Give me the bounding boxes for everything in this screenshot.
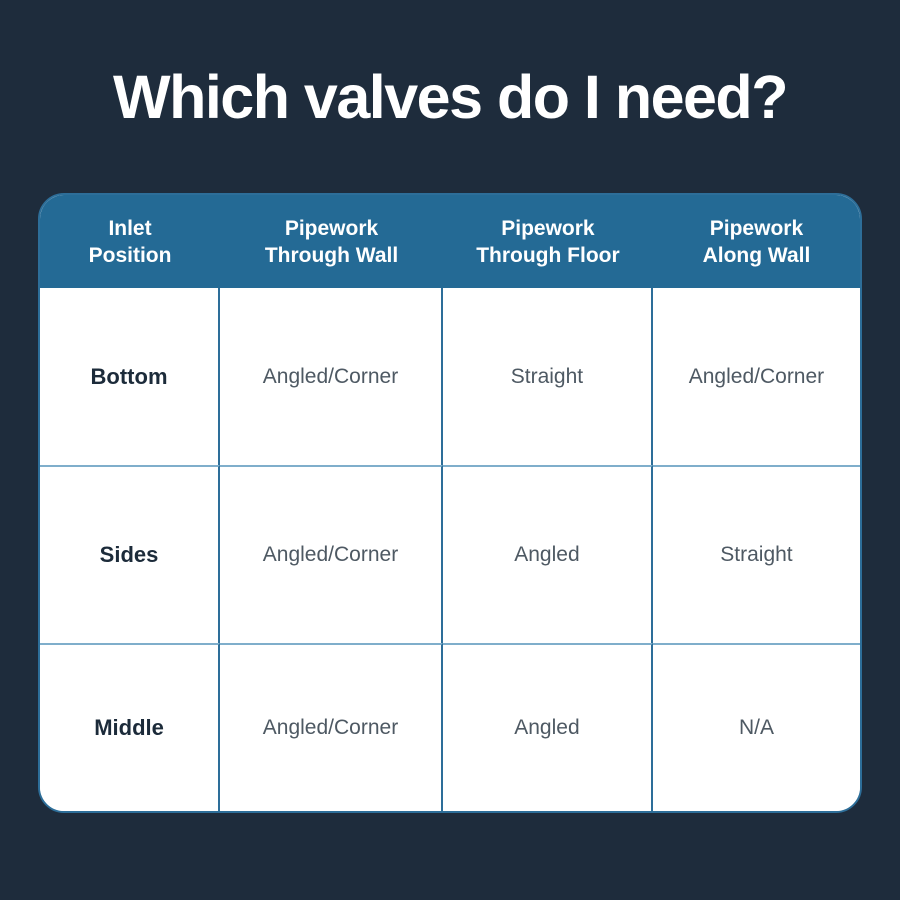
column-header-inlet-position: Inlet Position <box>40 195 221 288</box>
cell-bottom-through-wall: Angled/Corner <box>220 288 443 465</box>
valves-table: Inlet Position Pipework Through Wall Pip… <box>38 193 862 813</box>
cell-middle-through-floor: Angled <box>442 643 653 811</box>
cell-middle-through-wall: Angled/Corner <box>220 643 443 811</box>
column-header-pipework-through-wall: Pipework Through Wall <box>220 195 443 288</box>
page-title: Which valves do I need? <box>113 63 788 131</box>
column-header-pipework-along-wall: Pipework Along Wall <box>652 195 860 288</box>
cell-sides-along-wall: Straight <box>652 465 860 643</box>
cell-bottom-along-wall: Angled/Corner <box>652 288 860 465</box>
column-header-pipework-through-floor: Pipework Through Floor <box>442 195 653 288</box>
row-label-middle: Middle <box>40 643 221 811</box>
row-label-bottom: Bottom <box>40 288 221 465</box>
row-label-sides: Sides <box>40 465 221 643</box>
cell-sides-through-wall: Angled/Corner <box>220 465 443 643</box>
cell-sides-through-floor: Angled <box>442 465 653 643</box>
cell-bottom-through-floor: Straight <box>442 288 653 465</box>
cell-middle-along-wall: N/A <box>652 643 860 811</box>
